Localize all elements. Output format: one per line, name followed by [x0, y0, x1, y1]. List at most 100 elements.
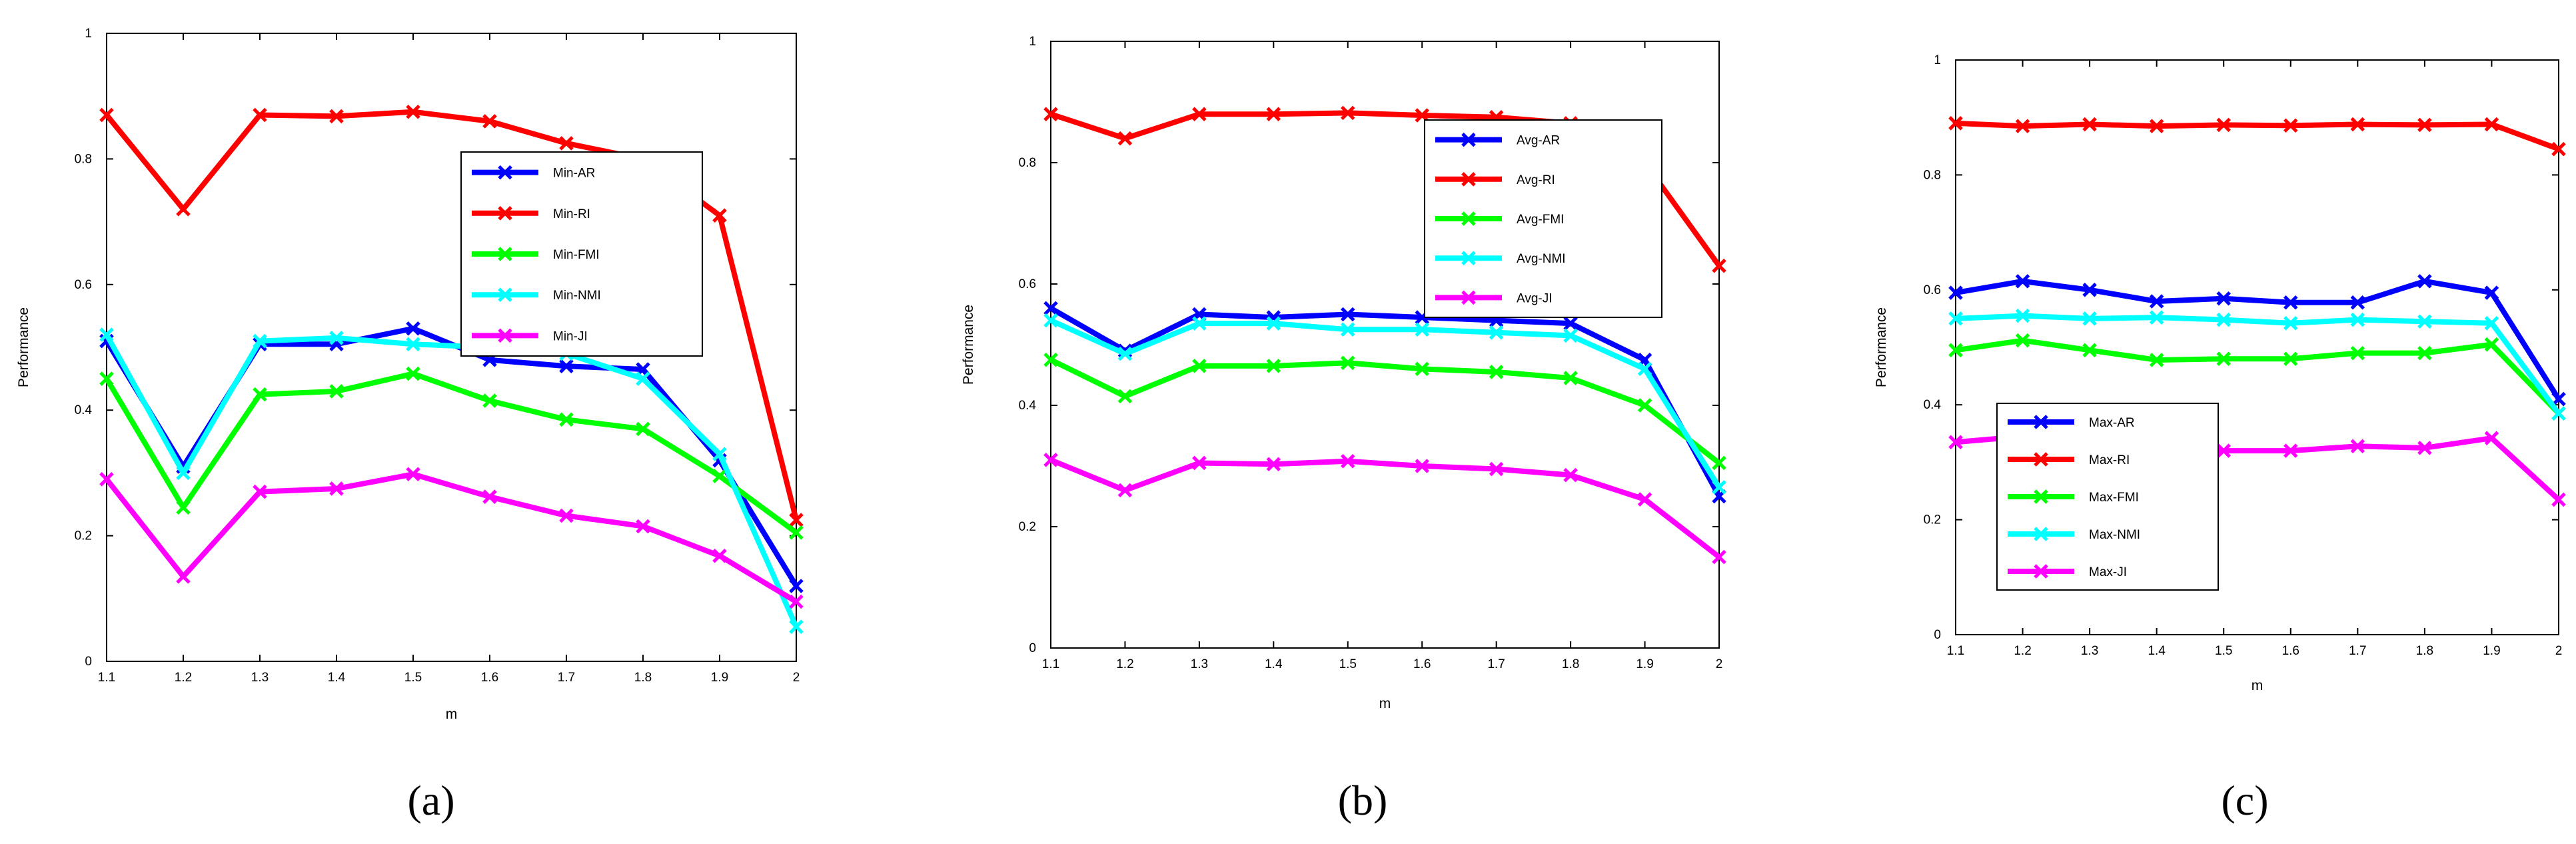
series-line: [1049, 357, 1721, 465]
x-tick-label: 1.4: [2148, 644, 2166, 658]
marker-stroke: [1341, 322, 1355, 337]
y-tick-label: 0.4: [1019, 399, 1037, 413]
data-point: [2484, 316, 2499, 331]
data-point: [406, 337, 420, 352]
legend-label: Avg-FMI: [1517, 213, 1564, 227]
data-point: [1712, 549, 1726, 565]
series-avg-nmi: [1043, 313, 1726, 495]
data-point: [2283, 443, 2298, 458]
marker-stroke: [636, 519, 650, 534]
data-point: [1341, 453, 1355, 469]
data-point: [789, 619, 804, 634]
marker-stroke: [2283, 351, 2298, 367]
panel-caption: (b): [1338, 777, 1388, 824]
legend: Avg-AR Avg-RI Avg-FMI Avg-NMI Avg-JI: [1424, 119, 1662, 318]
marker-stroke: [2417, 441, 2432, 455]
marker-stroke: [2551, 141, 2566, 157]
y-tick-label: 0: [1934, 628, 1941, 642]
marker-stroke: [498, 328, 512, 343]
legend-item: Avg-JI: [1435, 290, 1553, 305]
data-point: [99, 107, 114, 123]
data-point: [1117, 131, 1133, 146]
x-tick-label: 1.8: [634, 671, 652, 685]
data-point: [559, 359, 574, 374]
series-min-fmi: [99, 366, 804, 540]
marker-stroke: [1637, 361, 1652, 377]
marker-stroke: [1489, 325, 1504, 340]
legend-label: Max-AR: [2089, 416, 2135, 430]
data-point: [2417, 117, 2432, 133]
marker-stroke: [712, 469, 727, 483]
data-point: [253, 484, 267, 499]
data-point: [1266, 457, 1281, 472]
x-tick-label: 1.6: [1413, 657, 1431, 671]
series-line: [1955, 313, 2561, 415]
legend: Max-AR Max-RI Max-FMI Max-NMI Max-JI: [1996, 403, 2219, 591]
marker-stroke: [1341, 355, 1355, 371]
data-point: [1415, 322, 1429, 337]
data-point: [1563, 371, 1578, 385]
data-point: [2417, 345, 2432, 361]
series-min-nmi: [99, 327, 804, 634]
marker-stroke: [1043, 313, 1058, 328]
marker-stroke: [1948, 311, 1963, 326]
marker-stroke: [2149, 310, 2164, 325]
marker-stroke: [1043, 352, 1058, 367]
marker-stroke: [1266, 316, 1281, 331]
legend-box: [460, 151, 703, 357]
y-axis-label: Performance: [16, 307, 31, 387]
x-tick-label: 1.3: [251, 671, 269, 685]
marker-stroke: [1043, 301, 1058, 316]
x-tick-label: 2: [1716, 657, 1723, 671]
marker-stroke: [2350, 439, 2365, 454]
x-tick-label: 1.2: [175, 671, 192, 685]
marker-stroke: [2082, 283, 2097, 297]
marker-stroke: [1461, 211, 1476, 226]
data-point: [1043, 107, 1058, 121]
data-point: [2149, 353, 2164, 367]
legend-item: Max-JI: [2008, 564, 2127, 579]
data-point: [2484, 337, 2499, 352]
legend-label: Max-JI: [2089, 565, 2127, 579]
marker-stroke: [2484, 337, 2499, 352]
data-point: [559, 508, 574, 523]
marker-stroke: [253, 484, 267, 499]
series-avg-fmi: [1043, 352, 1726, 471]
marker-stroke: [1563, 316, 1578, 331]
marker-stroke: [99, 371, 114, 386]
legend-item: Max-NMI: [2008, 527, 2140, 542]
data-point: [1341, 307, 1355, 322]
data-point: [406, 321, 420, 336]
data-point: [2551, 141, 2566, 157]
chart-panel-a: 1.1 1.2 1.3 1.4 1.5 1.6 1.7 1.8 1.9 2 0 0.2 0.4 0.6 0.…: [16, 27, 804, 824]
marker-stroke: [1266, 107, 1281, 121]
marker-stroke: [99, 107, 114, 123]
marker-stroke: [2417, 274, 2432, 289]
data-point: [1948, 311, 1963, 326]
marker-stroke: [1415, 361, 1429, 377]
y-tick-label: 0.8: [75, 152, 92, 166]
marker-stroke: [1341, 105, 1355, 121]
marker-stroke: [2350, 345, 2365, 361]
data-point: [99, 327, 114, 342]
plot-frame: [1050, 41, 1720, 649]
series-line: [104, 333, 799, 628]
marker-stroke: [1563, 371, 1578, 385]
series-line: [1049, 317, 1722, 489]
marker-stroke: [1948, 116, 1963, 131]
series-line: [104, 371, 798, 535]
data-point: [1948, 343, 1963, 358]
marker-stroke: [2417, 314, 2432, 329]
y-tick-label: 0.6: [1019, 277, 1036, 291]
plot-frame: [1955, 59, 2559, 635]
legend-marker: [498, 165, 512, 180]
data-point: [329, 481, 344, 496]
data-point: [1117, 346, 1133, 361]
x-tick-label: 2: [2555, 644, 2563, 658]
data-point: [789, 594, 804, 609]
data-point: [2015, 274, 2030, 289]
data-point: [636, 519, 650, 534]
marker-stroke: [498, 287, 512, 302]
x-tick-label: 1.7: [2349, 644, 2366, 658]
x-tick-label: 1.9: [711, 671, 728, 685]
